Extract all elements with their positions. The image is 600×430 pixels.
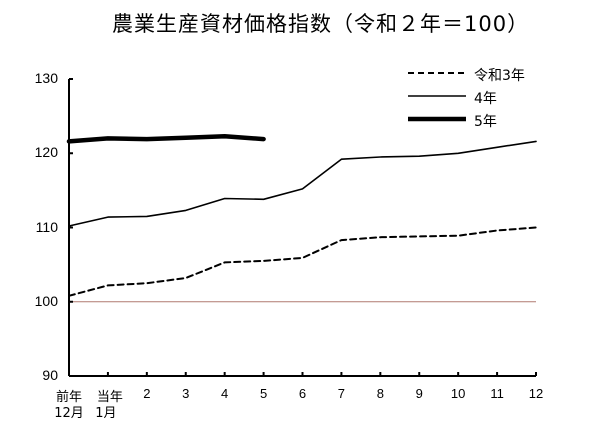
x-tick-label: 当年 — [96, 389, 123, 404]
x-tick-label: 4 — [221, 386, 229, 401]
x-tick-label: 6 — [298, 386, 307, 401]
y-tick-label: 120 — [34, 144, 58, 161]
series-line-r4 — [68, 140, 537, 227]
y-tick-label: 100 — [34, 292, 58, 309]
x-tick-label: 8 — [376, 386, 384, 401]
legend-label-r3: 令和3年 — [474, 68, 525, 84]
x-tick-label-month: 1月 — [95, 406, 117, 421]
series-line-r3 — [68, 226, 537, 297]
y-tick-label: 130 — [34, 70, 58, 86]
x-tick-label: 前年 — [55, 389, 82, 404]
chart-title: 農業生産資材価格指数（令和２年＝100） — [112, 12, 530, 36]
x-tick-label-month: 12月 — [54, 406, 84, 421]
x-tick-label: 9 — [415, 386, 423, 401]
x-tick-label: 12 — [528, 386, 544, 401]
y-tick-label: 110 — [35, 218, 58, 235]
x-tick-label: 5 — [259, 386, 268, 401]
x-tick-label: 3 — [182, 386, 190, 401]
legend-label-r4: 4年 — [474, 91, 497, 107]
legend-label-r5: 5年 — [474, 114, 497, 130]
series-line-r5 — [66, 133, 266, 144]
x-tick-label: 2 — [143, 386, 151, 401]
x-tick-label: 11 — [490, 386, 504, 401]
y-tick-label: 90 — [42, 367, 58, 383]
x-tick-label: 7 — [337, 386, 346, 401]
x-tick-label: 10 — [450, 386, 466, 401]
